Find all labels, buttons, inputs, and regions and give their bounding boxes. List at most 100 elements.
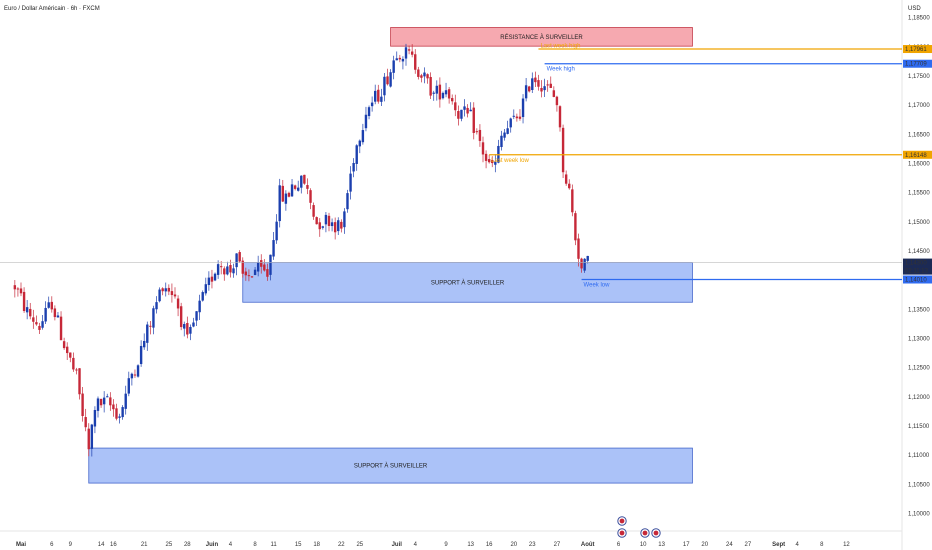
candle-up	[524, 85, 528, 99]
candle-up	[506, 128, 509, 134]
candle-down	[250, 276, 254, 278]
x-tick-label: 27	[745, 542, 752, 548]
candle-up	[401, 58, 405, 62]
candle-up	[204, 284, 207, 294]
level-price-tag	[903, 45, 932, 54]
candle-up	[352, 162, 355, 172]
currency-label: USD	[908, 6, 921, 12]
candle-down	[78, 368, 81, 395]
x-tick-label: 11	[270, 542, 277, 548]
candle-down	[87, 428, 90, 450]
x-tick-label: 8	[820, 542, 824, 548]
candle-down	[426, 74, 429, 79]
candle-up	[25, 307, 29, 313]
y-tick-label: 1,17000	[908, 103, 930, 109]
candle-down	[561, 127, 565, 173]
candle-up	[586, 255, 589, 261]
candle-up	[509, 118, 512, 128]
candle-down	[176, 298, 180, 309]
candle-down	[266, 269, 269, 277]
candle-down	[487, 159, 491, 163]
candle-up	[512, 115, 515, 117]
candle-down	[429, 76, 432, 96]
candle-down	[398, 57, 402, 60]
event-flag-dot	[619, 518, 625, 524]
candle-down	[32, 317, 35, 322]
candle-down	[417, 69, 420, 77]
candle-down	[22, 291, 26, 311]
last-price-tag	[903, 258, 932, 275]
candle-down	[564, 174, 568, 184]
candle-down	[340, 221, 343, 229]
candle-down	[112, 404, 115, 410]
candle-up	[432, 92, 435, 94]
candle-down	[491, 159, 494, 164]
candle-down	[518, 116, 522, 119]
x-tick-label: 9	[444, 542, 448, 548]
candle-up	[346, 193, 349, 210]
x-tick-label: 4	[229, 542, 233, 548]
candle-up	[201, 292, 204, 301]
candle-down	[149, 325, 152, 327]
candle-up	[355, 145, 358, 164]
candle-down	[173, 294, 177, 297]
x-tick-label: 6	[50, 542, 54, 548]
level-price-tag	[903, 59, 932, 68]
candle-up	[374, 90, 377, 102]
level-label: Last week high	[540, 44, 580, 50]
x-tick-label: 4	[795, 542, 799, 548]
candle-down	[263, 264, 266, 271]
candle-up	[503, 132, 506, 138]
y-tick-label: 1,10500	[908, 482, 930, 488]
candle-up	[139, 345, 143, 365]
support_upper-zone	[242, 262, 693, 303]
level-price-tag-text: 1,17709	[905, 62, 927, 68]
y-tick-label: 1,13500	[908, 307, 930, 313]
y-tick-label: 1,16000	[908, 161, 930, 167]
candle-up	[380, 96, 383, 102]
x-tick-label: 21	[141, 542, 148, 548]
candle-down	[552, 90, 556, 97]
x-tick-label: 12	[843, 542, 850, 548]
event-flag-dot	[642, 530, 648, 536]
candle-up	[284, 193, 288, 204]
candle-up	[127, 378, 130, 394]
candle-down	[410, 51, 414, 55]
candle-up	[198, 300, 201, 313]
y-tick-label: 1,17500	[908, 74, 930, 80]
candle-up	[469, 109, 472, 112]
candle-down	[568, 183, 571, 189]
candle-up	[195, 311, 198, 321]
candle-up	[361, 130, 365, 143]
candle-down	[555, 96, 559, 106]
candle-up	[183, 324, 186, 329]
candle-down	[472, 107, 475, 133]
x-tick-label: 10	[640, 542, 647, 548]
candle-up	[44, 307, 47, 322]
candle-down	[260, 260, 263, 267]
candle-down	[53, 308, 57, 318]
x-tick-label: 16	[110, 542, 117, 548]
candle-up	[463, 106, 466, 110]
y-tick-label: 1,12500	[908, 366, 930, 372]
candle-down	[220, 266, 223, 268]
candle-up	[121, 407, 124, 418]
candle-down	[161, 288, 164, 292]
candle-up	[164, 288, 167, 292]
x-tick-label: 14	[98, 542, 105, 548]
candle-up	[395, 58, 398, 61]
candle-down	[303, 174, 306, 184]
candle-up	[56, 315, 60, 318]
candle-up	[41, 321, 44, 328]
candle-up	[521, 98, 525, 118]
x-tick-label: 9	[69, 542, 73, 548]
candle-up	[444, 90, 448, 95]
x-tick-label: Mai	[16, 542, 26, 548]
y-tick-label: 1,16500	[908, 132, 930, 138]
candle-down	[333, 222, 337, 233]
candle-up	[297, 187, 300, 191]
level-price-tag	[903, 275, 932, 284]
candle-up	[300, 175, 303, 188]
zones: RÉSISTANCE À SURVEILLER SUPPORT À SURVEIL…	[88, 27, 693, 484]
candle-up	[124, 393, 127, 409]
